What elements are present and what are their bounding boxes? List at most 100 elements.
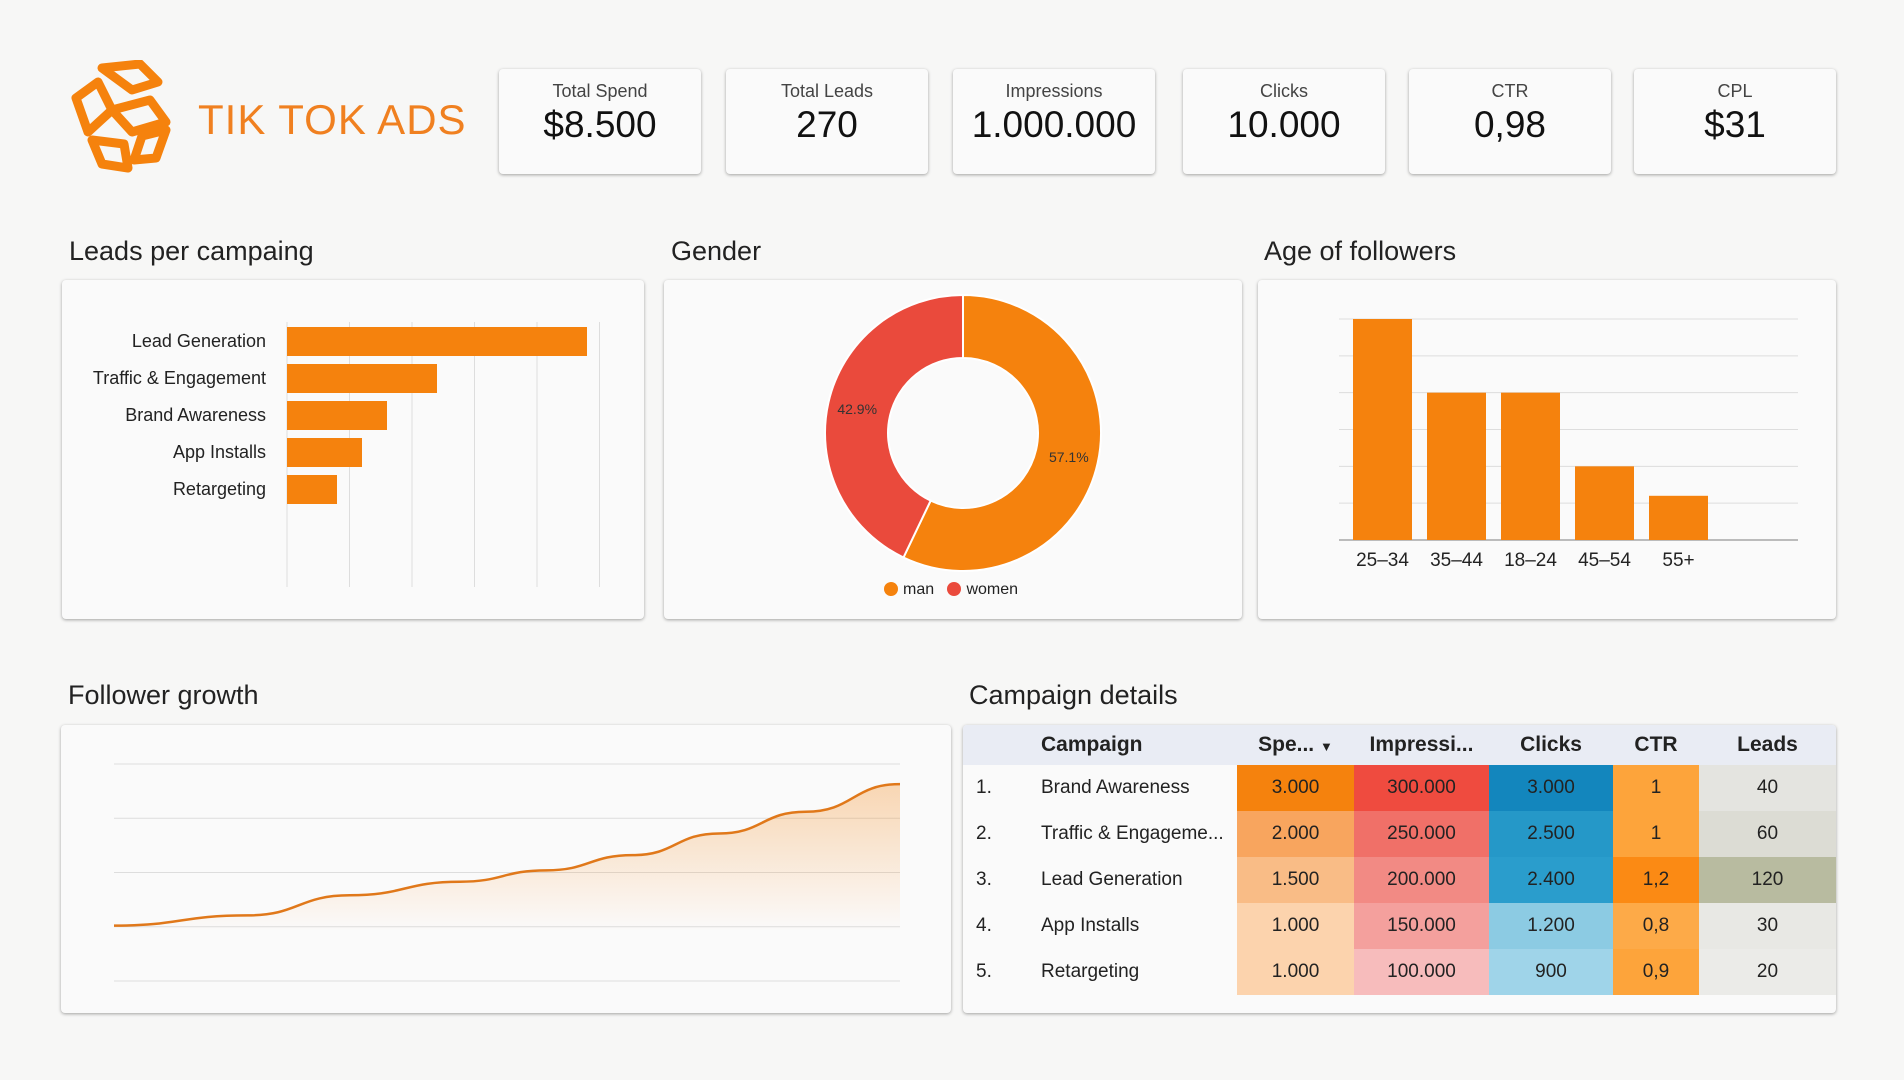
- leads-cell: 120: [1699, 857, 1836, 903]
- clicks-cell: 2.500: [1489, 811, 1613, 857]
- legend-man[interactable]: man: [884, 581, 934, 598]
- age-title: Age of followers: [1264, 236, 1457, 266]
- legend-women[interactable]: women: [947, 581, 1018, 598]
- spend-cell: 1.000: [1237, 903, 1354, 949]
- ctr-cell: 1,2: [1613, 857, 1699, 903]
- bar-label: Lead Generation: [132, 331, 266, 351]
- gender-title: Gender: [671, 236, 762, 266]
- bar: [287, 401, 387, 430]
- impressions-cell: 300.000: [1354, 765, 1489, 811]
- kpi-label: Total Spend: [552, 81, 648, 101]
- campaign-cell: Retargeting: [1041, 961, 1140, 982]
- table-row[interactable]: 3. Lead Generation 1.500 200.000 2.400 1,2 120: [963, 857, 1836, 903]
- campaign-table-panel: Campaign Spe... ▼ Impressi... Clicks CTR…: [963, 725, 1836, 1013]
- leads-chart-panel: Lead Generation Traffic & Engagement Brand…: [62, 280, 644, 619]
- age-chart-panel: 25–34 35–44 18–24 45–54 55+: [1258, 280, 1836, 619]
- kpi-label: Total Leads: [780, 81, 874, 101]
- campaign-cell: Traffic & Engageme...: [1041, 823, 1224, 844]
- growth-title: Follower growth: [68, 680, 259, 710]
- axis-tick-label: 55+: [1662, 550, 1694, 571]
- legend-label: women: [966, 581, 1019, 598]
- bar: [287, 475, 337, 504]
- campaign-table: Campaign Spe... ▼ Impressi... Clicks CTR…: [963, 725, 1836, 995]
- ctr-cell: 0,8: [1613, 903, 1699, 949]
- row-number: 1.: [976, 777, 992, 798]
- row-number: 3.: [976, 869, 992, 890]
- kpi-card: Total Leads 270: [726, 69, 928, 174]
- bar: [287, 364, 437, 393]
- bar: [1427, 392, 1486, 540]
- col-campaign[interactable]: Campaign: [1041, 725, 1237, 765]
- col-clicks[interactable]: Clicks: [1489, 725, 1613, 765]
- leads-bar-chart: Lead Generation Traffic & Engagement Brand…: [93, 322, 600, 587]
- axis-tick-label: 35–44: [1430, 550, 1483, 571]
- kpi-value: $31: [1704, 104, 1766, 145]
- clicks-cell: 3.000: [1489, 765, 1613, 811]
- legend-dot-icon: [947, 582, 962, 596]
- col-spend-label: Spe...: [1258, 733, 1315, 756]
- ctr-cell: 1: [1613, 811, 1699, 857]
- bar: [1575, 466, 1634, 540]
- bar-label: Retargeting: [173, 479, 266, 499]
- bar-label: App Installs: [173, 442, 266, 462]
- spend-cell: 2.000: [1237, 811, 1354, 857]
- table-row[interactable]: 2. Traffic & Engageme... 2.000 250.000 2.500…: [963, 811, 1836, 857]
- kpi-card: Total Spend $8.500: [499, 69, 701, 174]
- ctr-cell: 1: [1613, 765, 1699, 811]
- spend-cell: 1.500: [1237, 857, 1354, 903]
- bar-label: Traffic & Engagement: [93, 368, 266, 388]
- col-spend[interactable]: Spe... ▼: [1237, 725, 1354, 765]
- gender-legend: man women: [884, 581, 1018, 599]
- bar: [1649, 495, 1708, 540]
- impressions-cell: 200.000: [1354, 857, 1489, 903]
- kpi-value: 270: [796, 104, 858, 145]
- row-number: 4.: [976, 915, 992, 936]
- col-ctr[interactable]: CTR: [1613, 725, 1699, 765]
- leads-cell: 40: [1699, 765, 1836, 811]
- kpi-label: Clicks: [1260, 81, 1308, 101]
- slice-label: 57.1%: [1049, 449, 1089, 465]
- impressions-cell: 100.000: [1354, 949, 1489, 995]
- axis-tick-label: 18–24: [1504, 550, 1557, 571]
- leads-cell: 30: [1699, 903, 1836, 949]
- impressions-cell: 150.000: [1354, 903, 1489, 949]
- area-fill: [114, 784, 900, 981]
- gender-chart-panel: 57.1% 42.9% man women: [664, 280, 1242, 619]
- clicks-cell: 1.200: [1489, 903, 1613, 949]
- campaign-cell: Brand Awareness: [1041, 777, 1190, 798]
- campaign-cell: Lead Generation: [1041, 869, 1183, 890]
- bar: [1353, 319, 1412, 540]
- slice-label: 42.9%: [837, 401, 877, 417]
- logo-icon: [71, 60, 171, 173]
- leads-cell: 20: [1699, 949, 1836, 995]
- donut-slice-man: [902, 293, 1102, 572]
- kpi-value: 1.000.000: [971, 104, 1137, 145]
- kpi-card: CTR 0,98: [1409, 69, 1611, 174]
- legend-dot-icon: [884, 582, 898, 596]
- clicks-cell: 2.400: [1489, 857, 1613, 903]
- bar: [287, 327, 587, 356]
- bar-label: Brand Awareness: [125, 405, 266, 425]
- kpi-label: CTR: [1491, 81, 1529, 101]
- table-row[interactable]: 4. App Installs 1.000 150.000 1.200 0,8 30: [963, 903, 1836, 949]
- table-row[interactable]: 5. Retargeting 1.000 100.000 900 0,9 20: [963, 949, 1836, 995]
- kpi-card: Clicks 10.000: [1183, 69, 1385, 174]
- campaign-cell: App Installs: [1041, 915, 1140, 936]
- leads-cell: 60: [1699, 811, 1836, 857]
- donut-slice-women: [824, 293, 964, 559]
- age-bar-chart: 25–34 35–44 18–24 45–54 55+: [1339, 318, 1798, 571]
- app-title: TIK TOK ADS: [198, 96, 467, 143]
- kpi-value: 0,98: [1473, 104, 1546, 145]
- spend-cell: 1.000: [1237, 949, 1354, 995]
- kpi-value: 10.000: [1227, 104, 1341, 145]
- table-row[interactable]: 1. Brand Awareness 3.000 300.000 3.000 1 40: [963, 765, 1836, 811]
- kpi-value: $8.500: [543, 104, 657, 145]
- row-number: 5.: [976, 961, 992, 982]
- col-impressions[interactable]: Impressi...: [1354, 725, 1489, 765]
- axis-tick-label: 25–34: [1356, 550, 1409, 571]
- col-leads[interactable]: Leads: [1699, 725, 1836, 765]
- legend-label: man: [903, 581, 935, 598]
- impressions-cell: 250.000: [1354, 811, 1489, 857]
- kpi-card: Impressions 1.000.000: [953, 69, 1155, 174]
- bar: [1501, 392, 1560, 540]
